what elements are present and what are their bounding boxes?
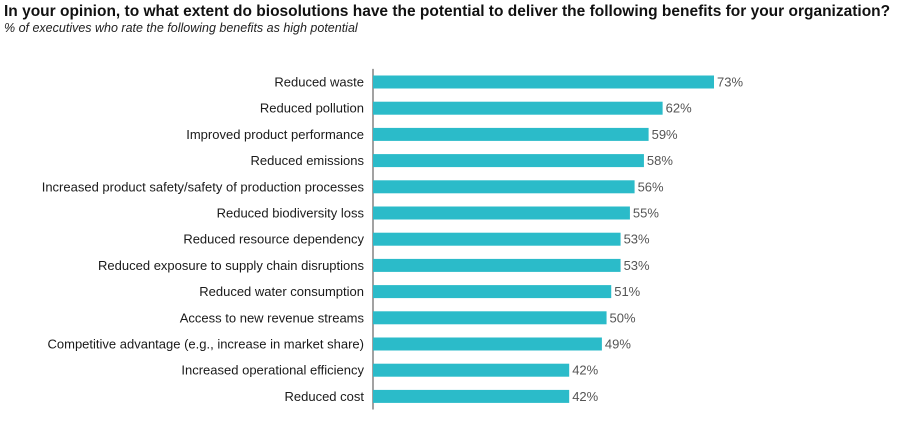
value-label: 59% (652, 127, 678, 142)
category-label: Increased product safety/safety of produ… (42, 179, 365, 194)
bar (373, 363, 570, 377)
bar (373, 101, 663, 115)
category-label: Reduced exposure to supply chain disrupt… (98, 258, 364, 273)
bar (373, 75, 714, 89)
bar (373, 258, 621, 272)
category-label: Reduced pollution (260, 101, 364, 116)
value-label: 55% (633, 206, 659, 221)
bar (373, 389, 570, 403)
category-label: Improved product performance (186, 127, 364, 142)
value-label: 53% (624, 258, 650, 273)
category-label: Competitive advantage (e.g., increase in… (48, 337, 365, 352)
category-label: Reduced biodiversity loss (217, 206, 365, 221)
category-label: Reduced emissions (251, 153, 365, 168)
value-label: 56% (638, 179, 664, 194)
category-label: Reduced cost (285, 389, 365, 404)
bar (373, 154, 644, 168)
value-label: 58% (647, 153, 673, 168)
bar (373, 206, 630, 220)
category-label: Access to new revenue streams (180, 310, 365, 325)
value-label: 50% (610, 310, 636, 325)
category-label: Reduced waste (274, 75, 364, 90)
category-label: Increased operational efficiency (181, 363, 364, 378)
bar (373, 127, 649, 141)
bar (373, 232, 621, 246)
category-label: Reduced water consumption (199, 284, 364, 299)
value-label: 42% (572, 363, 598, 378)
value-label: 42% (572, 389, 598, 404)
category-label: Reduced resource dependency (183, 232, 364, 247)
bar (373, 311, 607, 325)
value-label: 53% (624, 232, 650, 247)
value-label: 49% (605, 337, 631, 352)
bar-group: Reduced waste 73% Reduced pollution 62% Impr… (42, 75, 744, 404)
value-label: 62% (666, 101, 692, 116)
value-label: 73% (717, 75, 743, 90)
bar (373, 285, 612, 299)
value-label: 51% (614, 284, 640, 299)
bar (373, 337, 602, 351)
chart-title: In your opinion, to what extent do bioso… (4, 3, 891, 20)
chart-subtitle: % of executives who rate the following b… (4, 21, 358, 35)
bar (373, 180, 635, 194)
